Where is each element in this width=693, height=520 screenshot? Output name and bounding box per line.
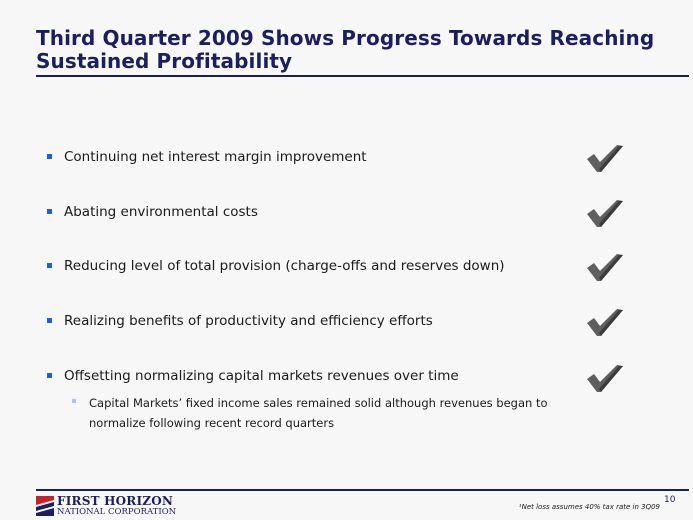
checkmark-icon (587, 254, 623, 281)
page-title: Third Quarter 2009 Shows Progress Toward… (36, 26, 655, 73)
company-logo: First Horizon National Corporation (36, 494, 196, 518)
checkmark-icon (587, 365, 623, 392)
bullet-item: Offsetting normalizing capital markets r… (47, 368, 567, 385)
bullet-item: Continuing net interest margin improveme… (47, 149, 567, 166)
bullet-item: Realizing benefits of productivity and e… (47, 313, 567, 330)
bullet-item: Reducing level of total provision (charg… (47, 258, 567, 275)
bullet-marker (47, 209, 52, 214)
checkmark-icon (587, 309, 623, 336)
bullet-text: Continuing net interest margin improveme… (64, 149, 367, 165)
bullet-text: Reducing level of total provision (charg… (64, 258, 505, 274)
sub-bullet-item: Capital Markets’ fixed income sales rema… (72, 393, 562, 433)
footnote: ¹Net loss assumes 40% tax rate in 3Q09 (518, 503, 660, 511)
bullet-text: Offsetting normalizing capital markets r… (64, 368, 459, 384)
sub-bullet-text: Capital Markets’ fixed income sales rema… (89, 396, 548, 430)
checkmark-icon (587, 200, 623, 227)
logo-wordmark-line1: First Horizon (57, 494, 174, 508)
first-horizon-logo-icon (36, 496, 54, 516)
bullet-text: Abating environmental costs (64, 204, 258, 220)
bullet-item: Abating environmental costs (47, 204, 567, 221)
checkmark-icon (587, 145, 623, 172)
footer-divider (36, 489, 689, 491)
bullet-marker (47, 318, 52, 323)
bullet-marker (47, 263, 52, 268)
title-divider (36, 75, 689, 77)
page-number: 10 (664, 495, 676, 505)
bullet-text: Realizing benefits of productivity and e… (64, 313, 433, 329)
bullet-marker (47, 154, 52, 159)
logo-wordmark-line2: National Corporation (57, 507, 177, 517)
bullet-marker (47, 373, 52, 378)
sub-bullet-marker (72, 399, 76, 403)
